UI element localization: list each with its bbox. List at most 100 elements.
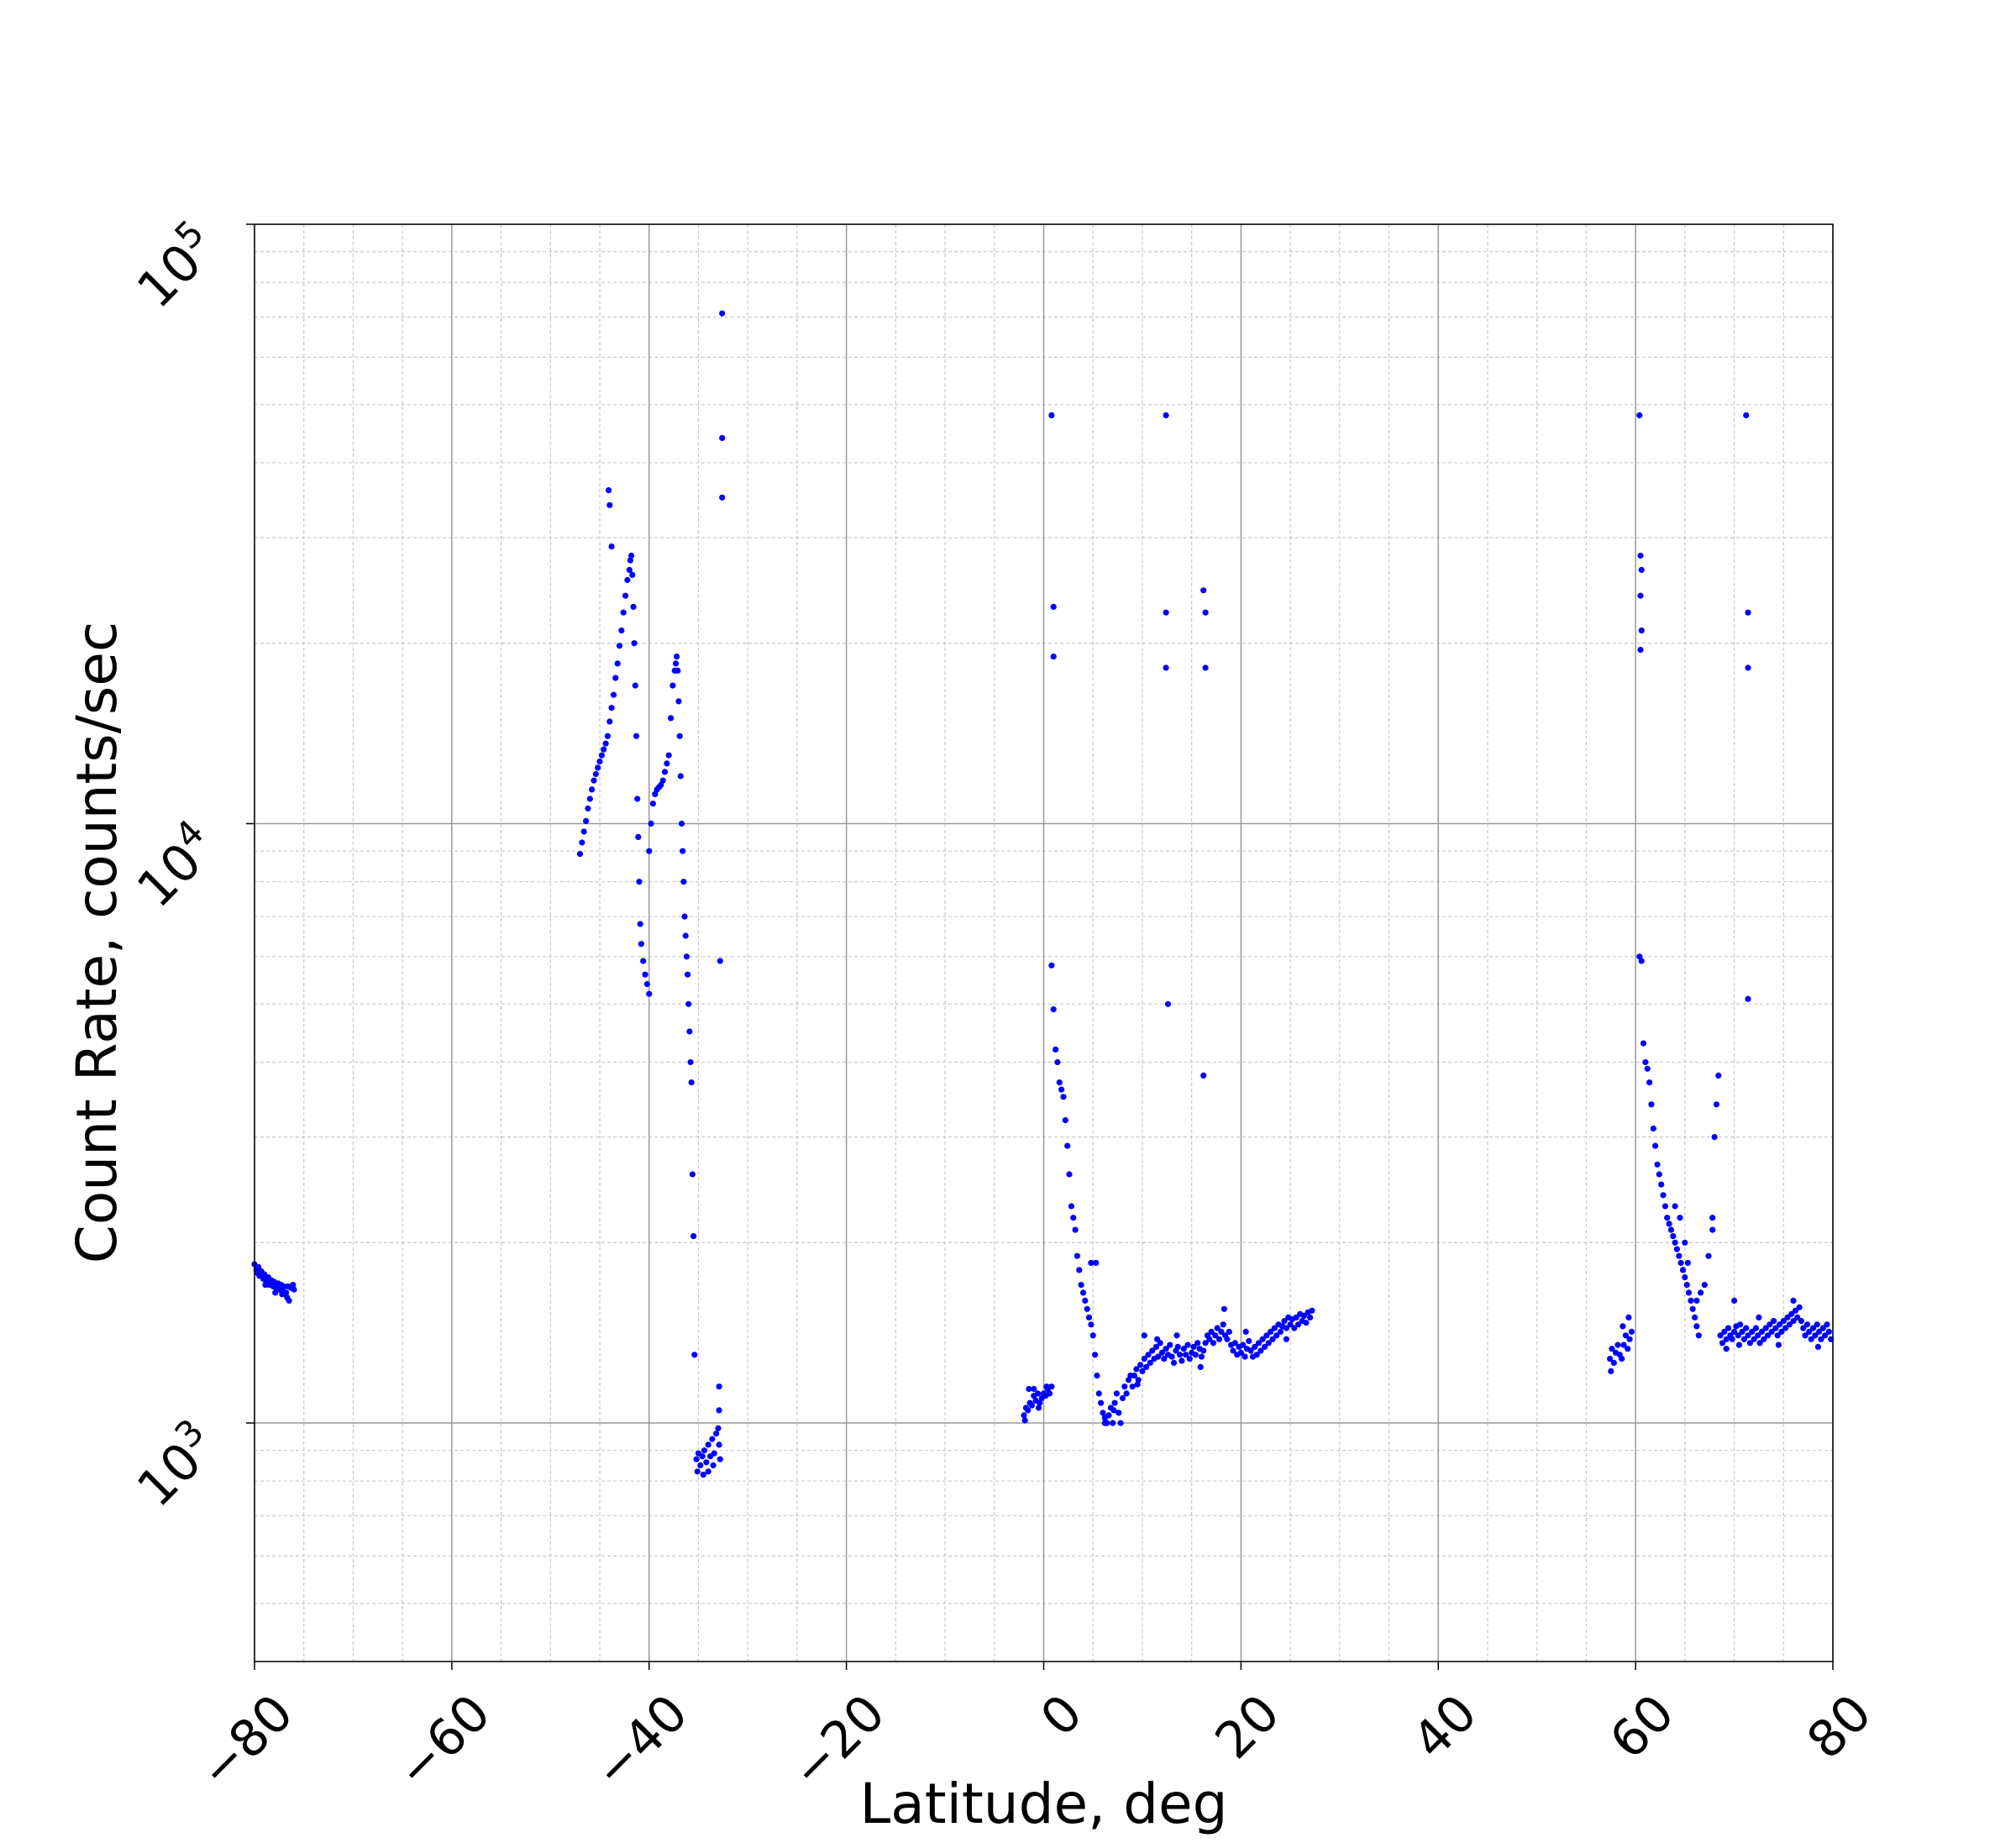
- data-point: [1721, 1328, 1728, 1335]
- data-point: [1786, 1321, 1793, 1328]
- data-point: [1662, 1203, 1668, 1210]
- data-point: [1190, 1343, 1197, 1350]
- data-point: [1242, 1328, 1249, 1335]
- data-point: [677, 773, 684, 780]
- data-point: [688, 1079, 695, 1086]
- data-point: [1636, 412, 1643, 418]
- data-point: [1695, 1332, 1702, 1339]
- data-point: [1208, 1328, 1215, 1335]
- data-point: [1173, 1332, 1180, 1339]
- data-point: [1050, 603, 1057, 611]
- data-point: [659, 777, 666, 784]
- data-point: [1607, 1356, 1614, 1362]
- data-point: [1294, 1321, 1302, 1328]
- data-point: [632, 682, 638, 689]
- data-point: [1231, 1340, 1238, 1347]
- data-point: [1161, 1356, 1168, 1362]
- data-point: [1770, 1318, 1777, 1325]
- data-point: [674, 654, 680, 660]
- data-point: [1792, 1307, 1798, 1314]
- data-point: [1709, 1215, 1716, 1221]
- data-point: [1796, 1304, 1803, 1310]
- data-point: [1025, 1407, 1032, 1414]
- data-point: [1174, 1343, 1181, 1350]
- data-point: [1816, 1328, 1823, 1335]
- data-point: [1809, 1325, 1817, 1331]
- data-point: [1137, 1362, 1144, 1368]
- data-point: [1705, 1252, 1712, 1259]
- data-point: [1731, 1328, 1738, 1335]
- data-point: [284, 1294, 291, 1301]
- data-point: [1790, 1297, 1797, 1304]
- data-point: [694, 1468, 701, 1475]
- data-point: [1141, 1356, 1147, 1362]
- data-point: [1752, 1325, 1759, 1331]
- data-point: [715, 1425, 722, 1431]
- data-point: [1158, 1349, 1165, 1356]
- data-point: [1309, 1307, 1315, 1314]
- data-point: [1614, 1341, 1621, 1348]
- data-point: [1283, 1336, 1289, 1342]
- data-point: [1709, 1226, 1716, 1233]
- data-point: [631, 640, 638, 647]
- data-point: [1788, 1310, 1795, 1317]
- data-point: [1740, 1336, 1747, 1342]
- data-point: [1054, 1058, 1061, 1066]
- data-point: [686, 1028, 693, 1035]
- data-point: [1202, 664, 1209, 671]
- data-point: [1755, 1332, 1761, 1339]
- data-point: [614, 660, 621, 667]
- data-point: [1300, 1312, 1308, 1319]
- data-point: [579, 839, 585, 846]
- data-point: [1723, 1346, 1730, 1352]
- data-point: [1800, 1325, 1807, 1331]
- data-point: [1620, 1323, 1626, 1330]
- data-point: [1048, 962, 1055, 969]
- data-point: [1824, 1321, 1830, 1328]
- data-point: [1670, 1233, 1677, 1240]
- data-point: [1648, 1101, 1655, 1108]
- data-point: [1273, 1332, 1280, 1339]
- data-point: [1735, 1341, 1742, 1348]
- data-point: [1220, 1321, 1226, 1328]
- data-point: [700, 1472, 706, 1478]
- data-point: [713, 1431, 720, 1437]
- data-point: [1202, 1340, 1209, 1347]
- data-point: [1802, 1332, 1809, 1339]
- data-point: [1221, 1305, 1227, 1312]
- data-point: [1152, 1343, 1159, 1350]
- data-point: [1202, 609, 1209, 616]
- data-point: [608, 543, 615, 550]
- data-point: [1192, 1352, 1199, 1358]
- data-point: [596, 758, 603, 765]
- data-point: [719, 310, 726, 317]
- data-point: [1224, 1336, 1231, 1342]
- data-point: [585, 805, 591, 812]
- data-point: [620, 609, 627, 616]
- data-point: [576, 851, 584, 858]
- data-point: [1095, 1390, 1102, 1397]
- data-point: [1247, 1347, 1254, 1354]
- data-point: [681, 913, 688, 920]
- data-point: [1121, 1383, 1128, 1390]
- data-point: [1200, 587, 1207, 594]
- data-point: [1682, 1239, 1688, 1246]
- data-point: [1105, 1412, 1112, 1419]
- data-point: [1761, 1336, 1767, 1342]
- data-point: [1644, 1065, 1651, 1072]
- data-point: [290, 1282, 297, 1289]
- data-point: [1287, 1321, 1294, 1328]
- data-point: [1608, 1368, 1614, 1374]
- data-point: [1253, 1352, 1260, 1358]
- data-point: [1711, 1134, 1718, 1141]
- data-points: [251, 310, 1835, 1478]
- data-point: [1822, 1332, 1829, 1339]
- data-point: [1237, 1349, 1244, 1356]
- data-point: [1654, 1161, 1661, 1168]
- data-point: [1303, 1320, 1310, 1326]
- data-point: [1163, 609, 1169, 616]
- data-point: [1307, 1314, 1314, 1320]
- data-point: [690, 1233, 697, 1240]
- data-point: [1117, 1420, 1124, 1426]
- data-point: [1206, 1336, 1213, 1342]
